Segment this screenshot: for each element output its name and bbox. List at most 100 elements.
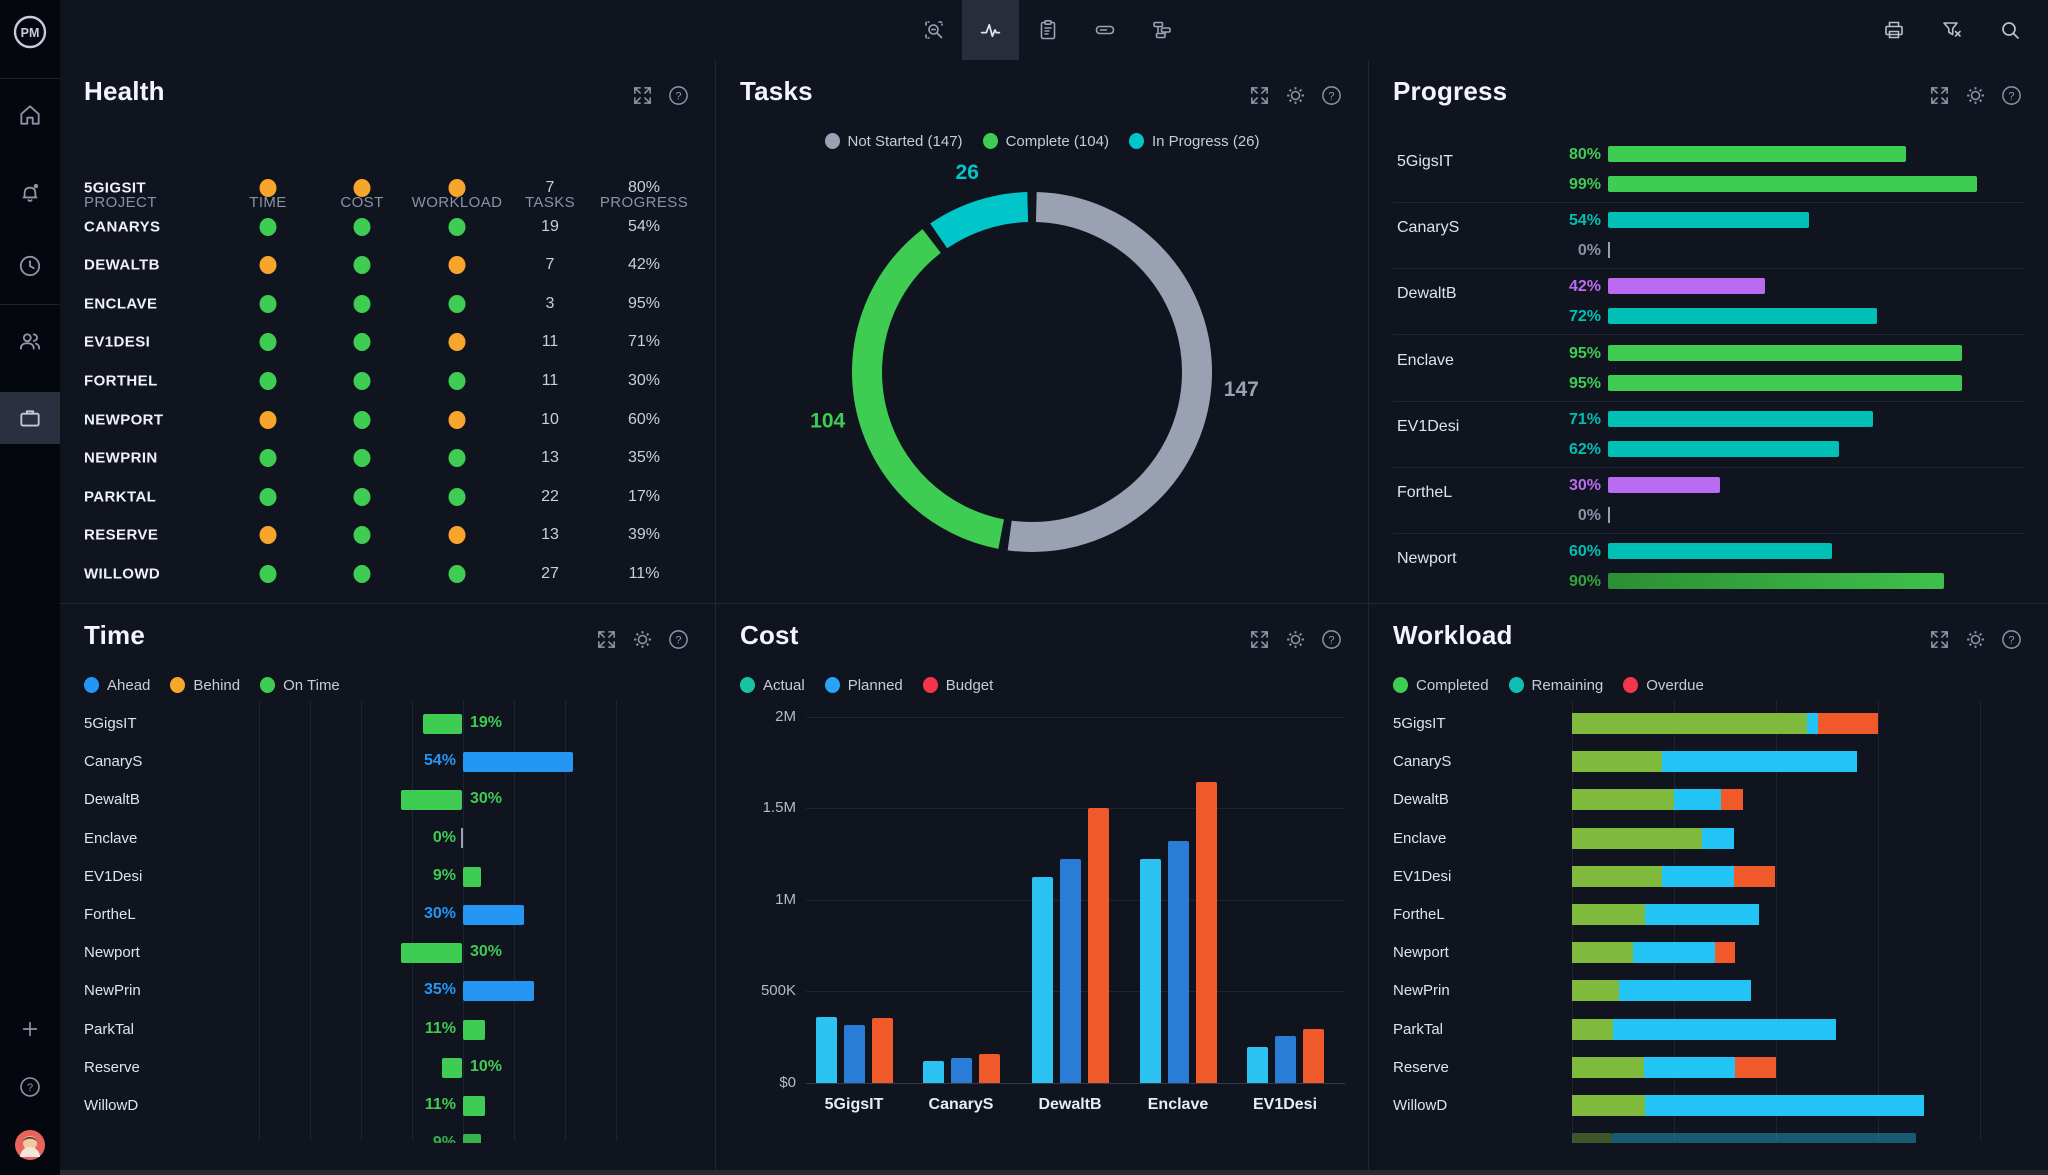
time-bar[interactable] <box>463 1019 486 1040</box>
progress-bar[interactable] <box>1608 212 1810 229</box>
workload-bar-remaining[interactable] <box>1643 1056 1735 1078</box>
legend-item[interactable]: On Time <box>260 677 340 694</box>
health-table-row[interactable]: 5GIGSIT 7 80% <box>60 169 715 207</box>
workload-bar-completed[interactable] <box>1572 1095 1646 1116</box>
toolbar-activity-button[interactable] <box>962 0 1019 60</box>
time-bar[interactable] <box>463 905 525 925</box>
help-icon[interactable]: ? <box>665 626 691 652</box>
cost-bar-budget[interactable] <box>978 1054 1000 1083</box>
sidebar-item-notifications[interactable] <box>0 166 60 218</box>
expand-icon[interactable] <box>1246 626 1272 652</box>
legend-item[interactable]: In Progress (26) <box>1128 133 1260 150</box>
cost-bar-planned[interactable] <box>843 1025 865 1083</box>
workload-bar-completed[interactable] <box>1572 827 1703 849</box>
help-icon[interactable]: ? <box>1318 82 1344 108</box>
progress-bar[interactable] <box>1608 543 1832 560</box>
toolbar-report-button[interactable] <box>1019 0 1076 60</box>
search-button[interactable] <box>1990 0 2030 60</box>
health-table-row[interactable]: DEWALTB 7 42% <box>60 246 715 284</box>
progress-bar[interactable] <box>1608 146 1907 162</box>
time-bar[interactable] <box>441 1057 462 1078</box>
time-bar[interactable] <box>463 1096 486 1116</box>
workload-bar-completed[interactable] <box>1572 942 1634 964</box>
legend-item[interactable]: Ahead <box>84 677 150 694</box>
cost-bar-actual[interactable] <box>1246 1047 1268 1083</box>
donut-segment-in-progress[interactable] <box>930 192 1029 249</box>
cost-bar-planned[interactable] <box>950 1058 972 1083</box>
workload-bar-completed[interactable] <box>1572 904 1646 925</box>
expand-icon[interactable] <box>629 82 655 108</box>
time-bar[interactable] <box>423 714 462 734</box>
workload-bar-completed[interactable] <box>1572 1133 1612 1143</box>
health-table-row[interactable]: CANARYS 19 54% <box>60 208 715 246</box>
progress-bar[interactable] <box>1608 374 1963 391</box>
health-table-row[interactable]: NEWPRIN 13 35% <box>60 439 715 477</box>
workload-bar-overdue[interactable] <box>1715 942 1736 964</box>
sidebar-help-button[interactable]: ? <box>0 1061 60 1113</box>
cost-bar-planned[interactable] <box>1059 859 1081 1083</box>
cost-bar-actual[interactable] <box>922 1061 944 1083</box>
print-button[interactable] <box>1874 0 1914 60</box>
progress-bar[interactable] <box>1608 573 1944 590</box>
workload-bar-completed[interactable] <box>1572 980 1619 1002</box>
workload-bar-remaining[interactable] <box>1662 751 1858 773</box>
legend-item[interactable]: Behind <box>170 677 240 694</box>
toolbar-timeline-button[interactable] <box>1076 0 1133 60</box>
settings-gear-icon[interactable] <box>1282 82 1308 108</box>
workload-bar-overdue[interactable] <box>1733 865 1775 887</box>
cost-bar-actual[interactable] <box>815 1017 837 1083</box>
settings-gear-icon[interactable] <box>1962 82 1988 108</box>
health-table-row[interactable]: PARKTAL 22 17% <box>60 478 715 516</box>
donut-segment-not-started[interactable] <box>1007 192 1212 552</box>
workload-bar-remaining[interactable] <box>1674 789 1721 811</box>
cost-bar-budget[interactable] <box>1302 1029 1324 1083</box>
toolbar-zoom-select-button[interactable] <box>905 0 962 60</box>
workload-bar-completed[interactable] <box>1572 1056 1644 1078</box>
legend-item[interactable]: Remaining <box>1508 677 1603 694</box>
workload-bar-completed[interactable] <box>1572 1018 1613 1040</box>
workload-bar-remaining[interactable] <box>1662 865 1734 887</box>
time-bar[interactable] <box>400 790 462 811</box>
progress-bar[interactable] <box>1608 308 1877 325</box>
cost-bar-budget[interactable] <box>1195 782 1217 1083</box>
workload-bar-remaining[interactable] <box>1702 827 1734 849</box>
health-table-row[interactable]: WILLOWD 27 11% <box>60 555 715 593</box>
toolbar-workflow-button[interactable] <box>1133 0 1190 60</box>
workload-bar-completed[interactable] <box>1572 789 1674 811</box>
time-bar[interactable] <box>400 943 462 964</box>
legend-item[interactable]: Not Started (147) <box>824 133 963 150</box>
workload-bar-remaining[interactable] <box>1611 1133 1916 1143</box>
progress-bar[interactable] <box>1608 278 1765 295</box>
workload-bar-remaining[interactable] <box>1612 1018 1836 1040</box>
expand-icon[interactable] <box>1926 626 1952 652</box>
help-icon[interactable]: ? <box>665 82 691 108</box>
cost-bar-actual[interactable] <box>1139 859 1161 1083</box>
time-bar[interactable] <box>463 1134 482 1143</box>
workload-bar-completed[interactable] <box>1572 713 1807 734</box>
sidebar-item-time[interactable] <box>0 240 60 292</box>
cost-bar-planned[interactable] <box>1274 1036 1296 1083</box>
cost-bar-actual[interactable] <box>1031 877 1053 1083</box>
health-table-row[interactable]: ENCLAVE 3 95% <box>60 285 715 323</box>
health-table-row[interactable]: NEWPORT 10 60% <box>60 401 715 439</box>
help-icon[interactable]: ? <box>1998 626 2024 652</box>
workload-bar-remaining[interactable] <box>1633 942 1716 964</box>
workload-bar-completed[interactable] <box>1572 865 1663 887</box>
horizontal-scrollbar[interactable] <box>60 1170 2048 1175</box>
workload-bar-completed[interactable] <box>1572 751 1663 773</box>
health-table-row[interactable]: FORTHEL 11 30% <box>60 362 715 400</box>
time-bar[interactable] <box>463 866 482 887</box>
expand-icon[interactable] <box>593 626 619 652</box>
clear-filter-button[interactable] <box>1932 0 1972 60</box>
health-table-row[interactable]: EV1DESI 11 71% <box>60 323 715 361</box>
health-table-row[interactable]: RESERVE 13 39% <box>60 516 715 554</box>
workload-bar-overdue[interactable] <box>1720 789 1743 811</box>
progress-bar[interactable] <box>1608 477 1720 493</box>
sidebar-item-team[interactable] <box>0 315 60 367</box>
sidebar-item-home[interactable] <box>0 89 60 141</box>
sidebar-add-button[interactable] <box>0 1003 60 1055</box>
help-icon[interactable]: ? <box>1318 626 1344 652</box>
workload-bar-remaining[interactable] <box>1645 904 1759 925</box>
progress-bar[interactable] <box>1608 440 1840 457</box>
workload-bar-remaining[interactable] <box>1618 980 1752 1002</box>
